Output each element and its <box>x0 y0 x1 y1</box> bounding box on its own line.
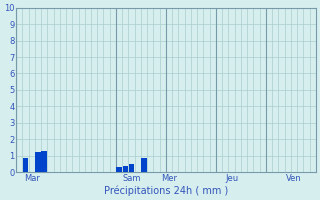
Bar <box>116 167 122 172</box>
Bar <box>41 151 47 172</box>
Bar <box>35 152 41 172</box>
Bar <box>141 158 147 172</box>
Bar <box>23 158 28 172</box>
X-axis label: Précipitations 24h ( mm ): Précipitations 24h ( mm ) <box>104 185 228 196</box>
Bar <box>123 166 128 172</box>
Bar <box>129 164 134 172</box>
